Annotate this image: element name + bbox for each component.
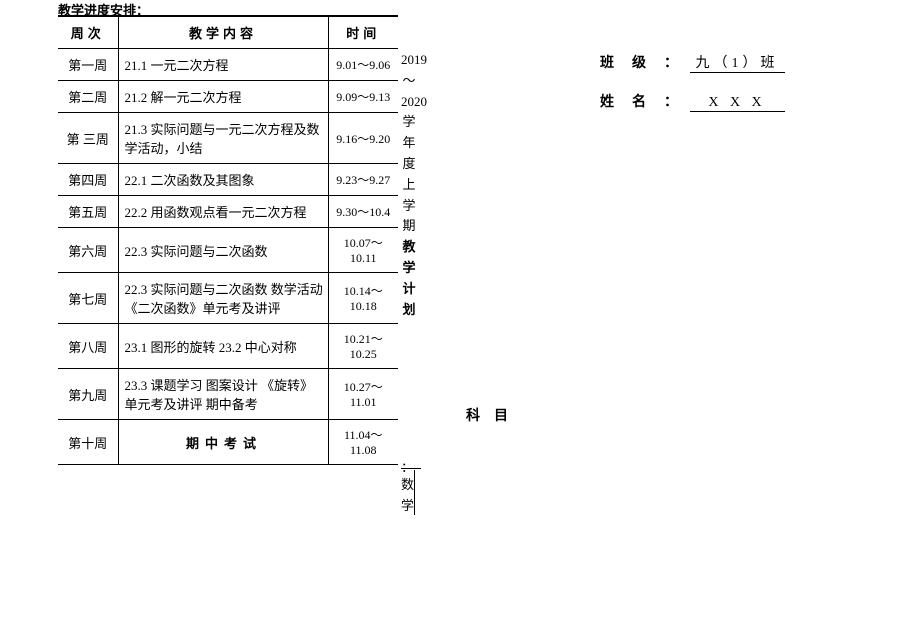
cell-content: 21.1 一元二次方程 [118, 49, 328, 81]
header-week: 周次 [58, 16, 118, 49]
class-colon: ： [664, 56, 678, 71]
cell-week: 第六周 [58, 228, 118, 273]
table-row: 第五周22.2 用函数观点看一元二次方程9.30～10.4 [58, 196, 398, 228]
table-row: 第八周23.1 图形的旋转 23.2 中心对称10.21～10.25 [58, 324, 398, 369]
info-right-block: 班级： 九（1）班 姓名： X X X [600, 52, 785, 130]
table-row: 第十周期中考试11.04～11.08 [58, 420, 398, 465]
cell-time: 10.07～10.11 [328, 228, 398, 273]
table-row: 第九周23.3 课题学习 图案设计 《旋转》单元考及讲评 期中备考10.27～1… [58, 369, 398, 420]
cell-time: 9.30～10.4 [328, 196, 398, 228]
cell-content: 22.2 用函数观点看一元二次方程 [118, 196, 328, 228]
year-text: 2019～2020学年度上学期 [401, 52, 427, 233]
cell-time: 9.16～9.20 [328, 113, 398, 164]
cell-content: 23.1 图形的旋转 23.2 中心对称 [118, 324, 328, 369]
header-time: 时间 [328, 16, 398, 49]
class-row: 班级： 九（1）班 [600, 52, 785, 73]
table-header-row: 周次 教学内容 时间 [58, 16, 398, 49]
cell-week: 第四周 [58, 164, 118, 196]
cell-week: 第八周 [58, 324, 118, 369]
cell-week: 第十周 [58, 420, 118, 465]
cell-week: 第九周 [58, 369, 118, 420]
cell-week: 第一周 [58, 49, 118, 81]
cell-week: 第五周 [58, 196, 118, 228]
subject-block: 科目 [466, 405, 586, 425]
cell-content: 21.3 实际问题与一元二次方程及数学活动，小结 [118, 113, 328, 164]
cell-week: 第 三周 [58, 113, 118, 164]
header-content: 教学内容 [118, 16, 328, 49]
schedule-table: 周次 教学内容 时间 第一周21.1 一元二次方程9.01～9.06第二周21.… [58, 15, 398, 465]
cell-content: 21.2 解一元二次方程 [118, 81, 328, 113]
subject-underline-1 [401, 468, 421, 469]
cell-content: 22.3 实际问题与二次函数 数学活动 《二次函数》单元考及讲评 [118, 273, 328, 324]
subject-underline-2 [414, 470, 415, 515]
cell-time: 9.23～9.27 [328, 164, 398, 196]
table-row: 第四周22.1 二次函数及其图象9.23～9.27 [58, 164, 398, 196]
table-row: 第一周21.1 一元二次方程9.01～9.06 [58, 49, 398, 81]
cell-time: 10.14～10.18 [328, 273, 398, 324]
table-row: 第二周21.2 解一元二次方程9.09～9.13 [58, 81, 398, 113]
cell-content: 22.1 二次函数及其图象 [118, 164, 328, 196]
cell-content: 期中考试 [118, 420, 328, 465]
plan-text: 教学计划 [402, 239, 415, 316]
cell-week: 第二周 [58, 81, 118, 113]
table-row: 第七周22.3 实际问题与二次函数 数学活动 《二次函数》单元考及讲评10.14… [58, 273, 398, 324]
cell-week: 第七周 [58, 273, 118, 324]
cell-time: 10.27～11.01 [328, 369, 398, 420]
name-value: X X X [690, 95, 785, 112]
class-label: 班级 [600, 52, 664, 72]
table-row: 第六周22.3 实际问题与二次函数10.07～10.11 [58, 228, 398, 273]
subject-colon: ： [401, 457, 414, 476]
name-colon: ： [664, 95, 678, 110]
name-label: 姓名 [600, 91, 664, 111]
class-value: 九（1）班 [690, 52, 785, 73]
vertical-year-plan: 2019～2020学年度上学期 教学计划 [401, 50, 417, 320]
cell-content: 23.3 课题学习 图案设计 《旋转》单元考及讲评 期中备考 [118, 369, 328, 420]
table-row: 第 三周21.3 实际问题与一元二次方程及数学活动，小结9.16～9.20 [58, 113, 398, 164]
cell-time: 10.21～10.25 [328, 324, 398, 369]
subject-label: 科目 [466, 409, 522, 424]
cell-time: 9.09～9.13 [328, 81, 398, 113]
name-row: 姓名： X X X [600, 91, 785, 112]
subject-value: 数学 [401, 475, 415, 517]
cell-content: 22.3 实际问题与二次函数 [118, 228, 328, 273]
cell-time: 11.04～11.08 [328, 420, 398, 465]
cell-time: 9.01～9.06 [328, 49, 398, 81]
